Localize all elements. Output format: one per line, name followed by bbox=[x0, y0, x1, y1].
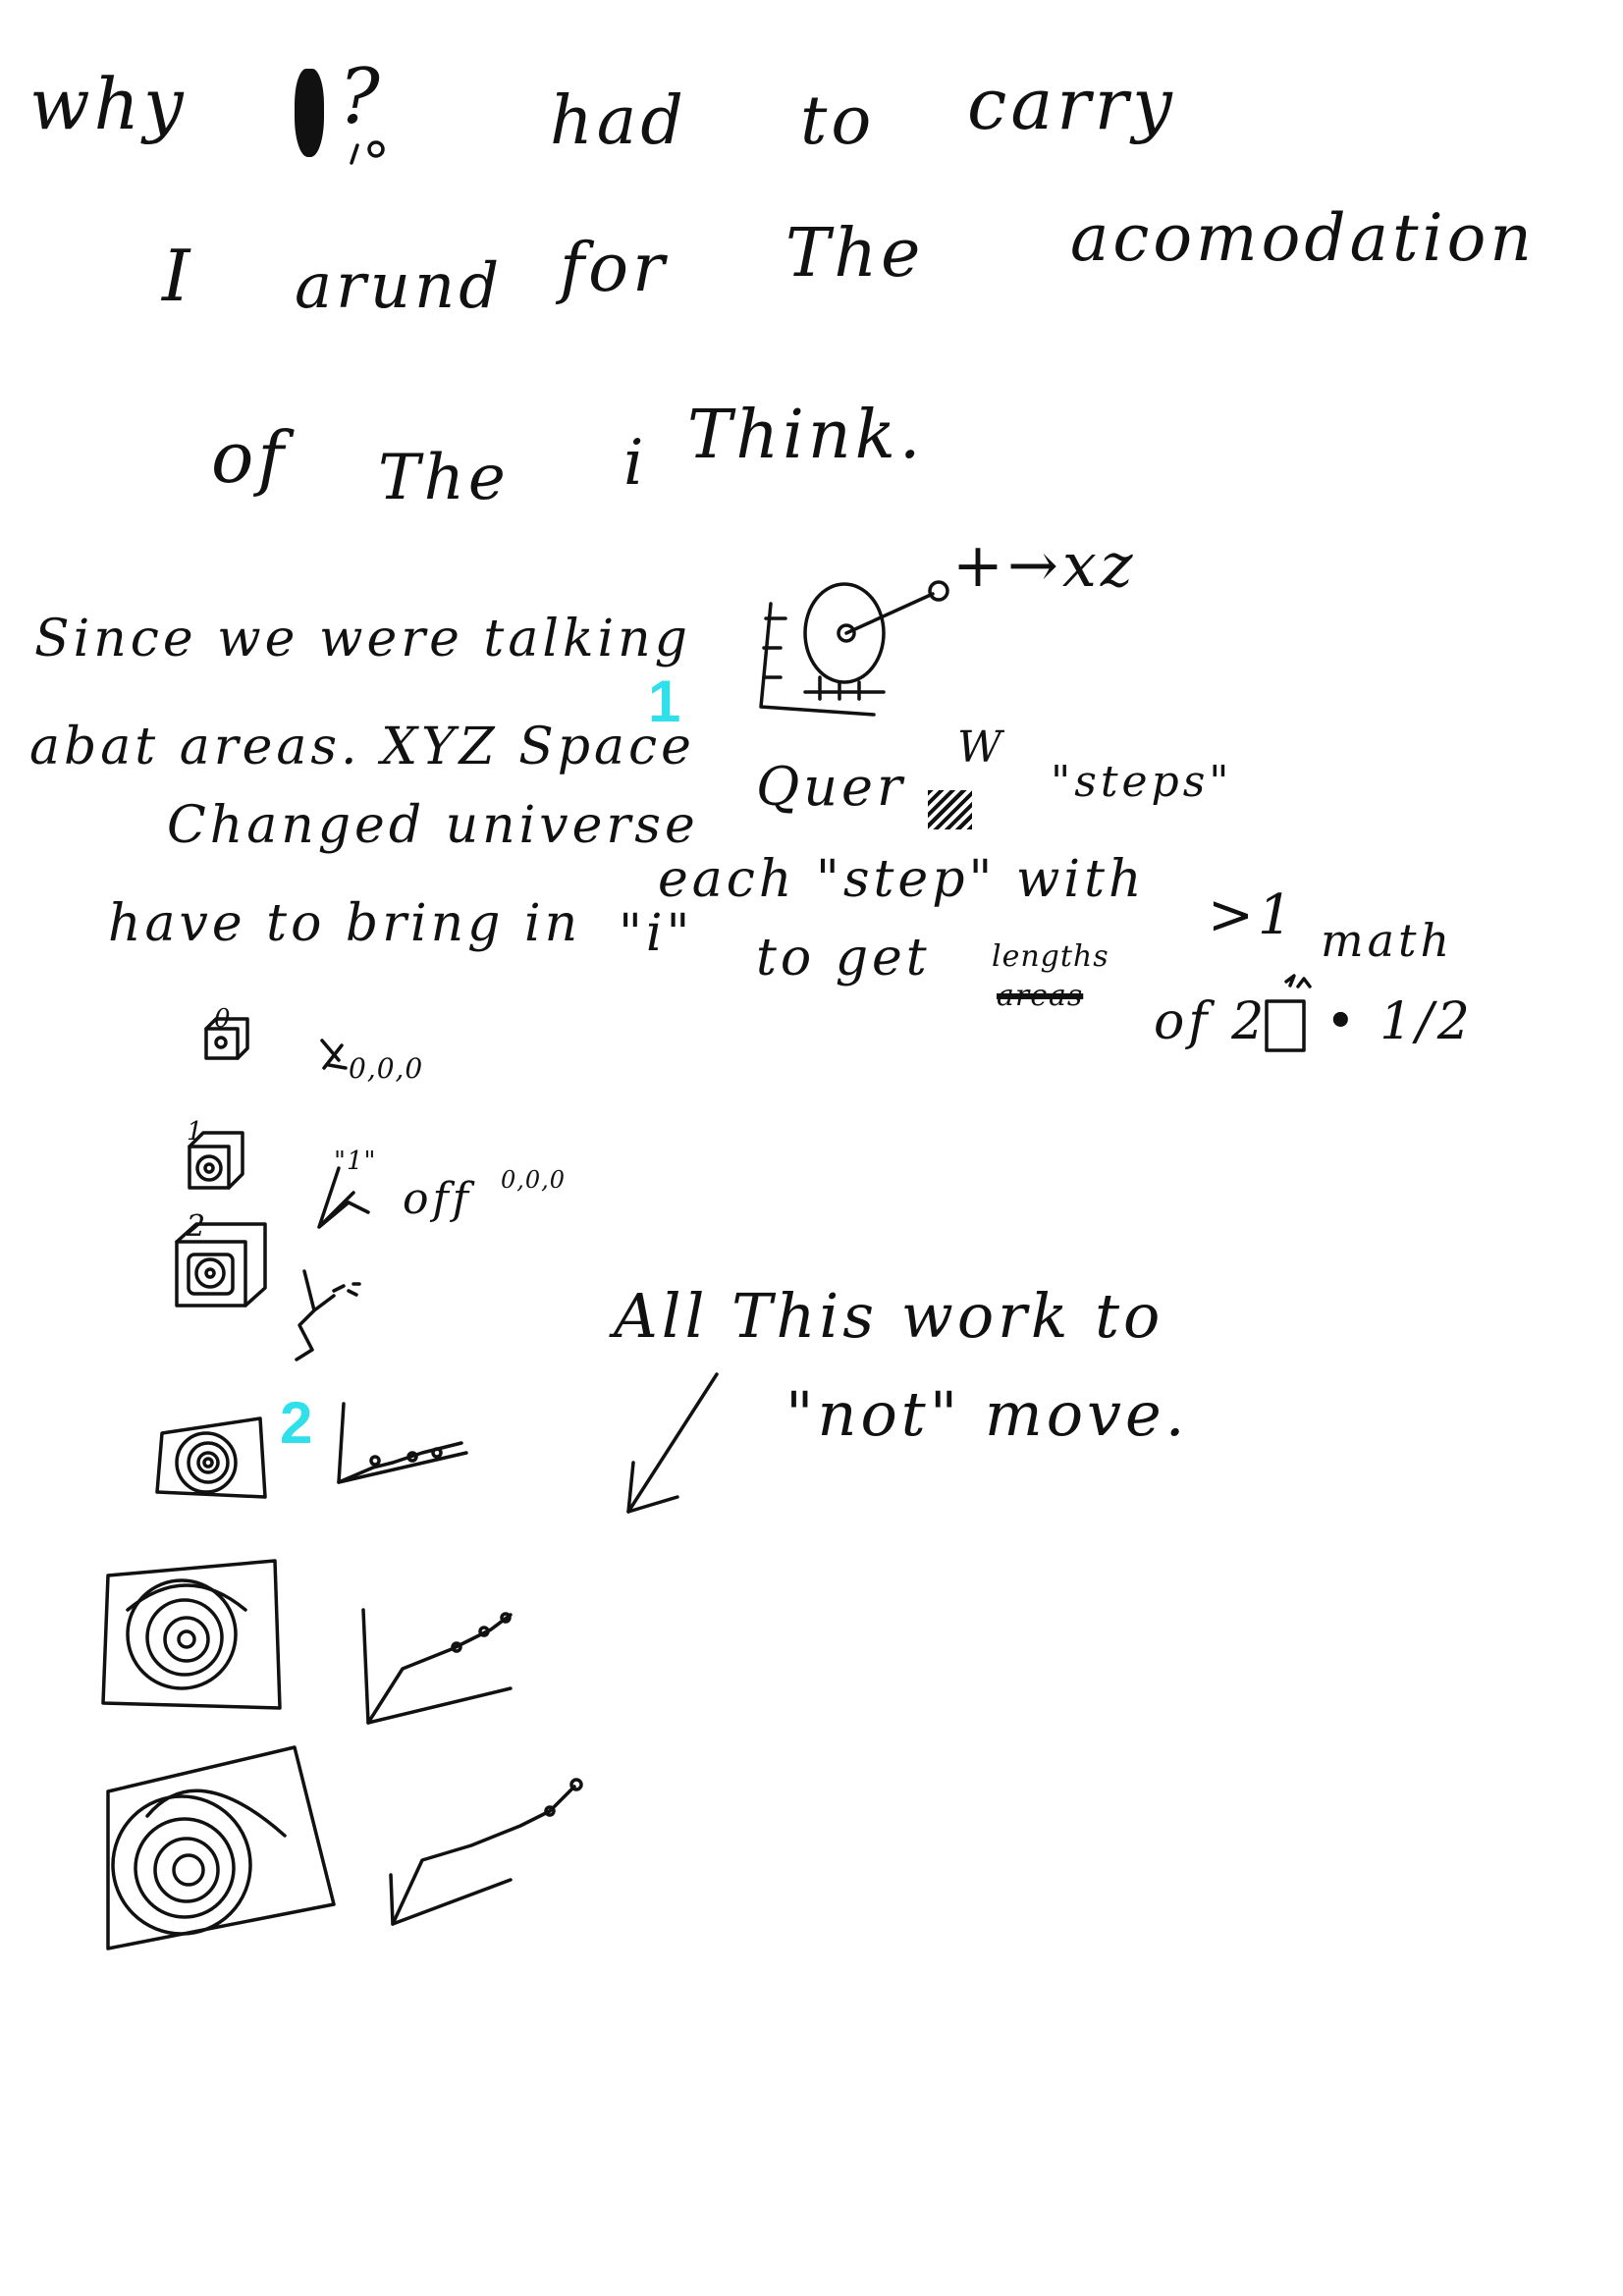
text-quer: Quer bbox=[756, 756, 906, 818]
text-times-half: • 1/2 bbox=[1325, 992, 1474, 1051]
text-off: off bbox=[403, 1174, 473, 1224]
text-greater-than-one: >1 bbox=[1208, 883, 1297, 947]
target-sketch bbox=[759, 580, 949, 717]
text-coords-000: 0,0,0 bbox=[349, 1052, 424, 1085]
text-xyz-label: +→xz bbox=[952, 529, 1137, 601]
frame-step-4 bbox=[101, 1559, 513, 1725]
text-w: W bbox=[957, 722, 1006, 773]
marker-1: 1 bbox=[648, 668, 681, 734]
text-why: why bbox=[29, 63, 188, 145]
text-all-this-work-to: All This work to bbox=[614, 1280, 1164, 1352]
text-acomodation: acomodation bbox=[1070, 200, 1536, 276]
text-quoted-1: "1" bbox=[334, 1147, 377, 1176]
text-to: to bbox=[800, 82, 876, 160]
text-steps: "steps" bbox=[1051, 757, 1233, 807]
text-i-quoted: "i" bbox=[619, 904, 694, 963]
text-for: for bbox=[560, 230, 669, 307]
text-have-to-bring-in: have to bring in bbox=[108, 894, 582, 953]
scribbled-out-word bbox=[928, 790, 972, 829]
semicolon-mark bbox=[350, 140, 385, 165]
marker-2: 2 bbox=[280, 1390, 313, 1456]
cube-step-1 bbox=[188, 1131, 370, 1229]
cube-step-2 bbox=[175, 1222, 361, 1362]
text-question-mark: ? bbox=[339, 53, 384, 141]
scribbled-out-mark bbox=[295, 69, 324, 157]
frame-step-5 bbox=[106, 1745, 583, 1950]
text-i-capital: I bbox=[162, 235, 194, 317]
text-the-2: The bbox=[378, 442, 510, 514]
text-to-get: to get bbox=[756, 929, 931, 988]
text-since-we-were-talking: Since we were talking bbox=[34, 610, 691, 668]
text-changed-universe: Changed universe bbox=[167, 796, 699, 855]
text-arund: arund bbox=[295, 250, 504, 323]
text-of-2: of 2 bbox=[1154, 992, 1269, 1051]
text-lengths: lengths bbox=[992, 939, 1109, 974]
cube-step-0 bbox=[204, 1017, 348, 1070]
text-had: had bbox=[550, 82, 687, 160]
small-box-sketch bbox=[1265, 974, 1306, 1052]
text-the: The bbox=[785, 215, 925, 293]
arrow-down-left bbox=[626, 1372, 719, 1514]
frame-step-3 bbox=[155, 1402, 468, 1499]
text-think: Think. bbox=[687, 397, 925, 474]
text-carry: carry bbox=[967, 63, 1176, 145]
text-coords-000-b: 0,0,0 bbox=[501, 1166, 567, 1194]
text-of: of bbox=[211, 416, 288, 499]
text-math: math bbox=[1321, 914, 1454, 967]
text-abat-areas: abat areas. XYZ Space bbox=[29, 718, 695, 776]
text-each-step-with: each "step" with bbox=[658, 850, 1146, 909]
text-areas-struck: areas bbox=[997, 979, 1084, 1013]
text-i: i bbox=[623, 427, 648, 500]
text-not-move: "not" move. bbox=[785, 1378, 1189, 1450]
